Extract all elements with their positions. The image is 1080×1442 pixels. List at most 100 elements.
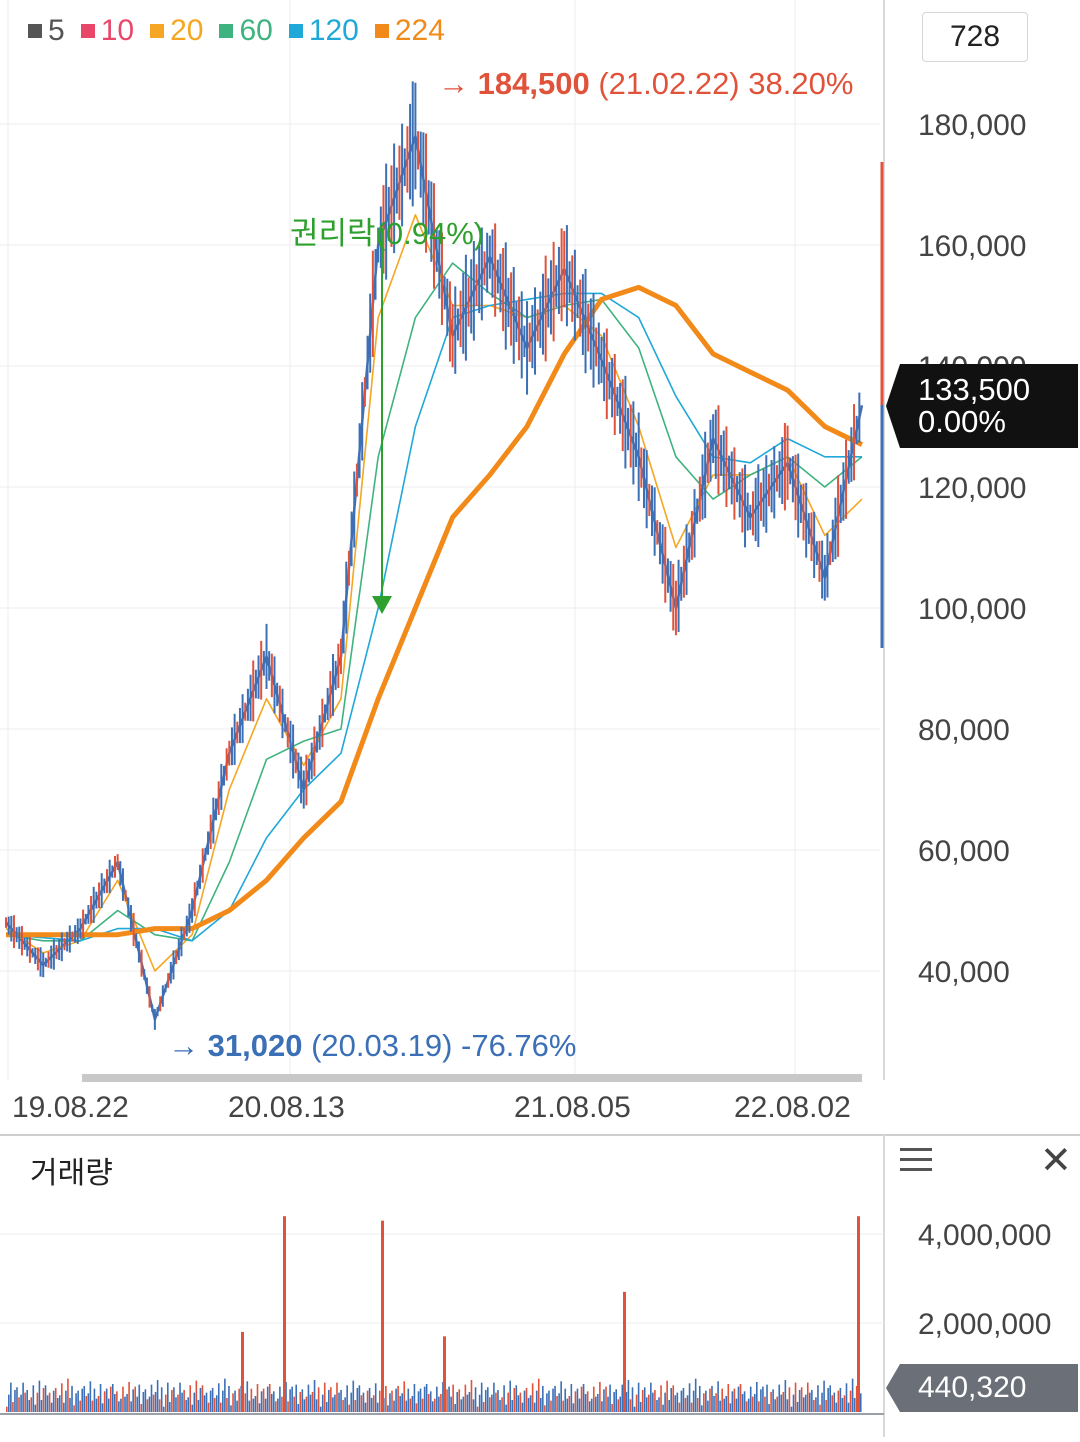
volume-bar xyxy=(260,1391,263,1412)
volume-bar xyxy=(434,1398,436,1412)
volume-bar xyxy=(788,1387,791,1412)
volume-bar xyxy=(173,1387,175,1412)
volume-bar xyxy=(38,1380,41,1412)
volume-bar xyxy=(301,1389,304,1412)
volume-bar xyxy=(378,1390,381,1412)
volume-bar xyxy=(116,1391,118,1412)
volume-bar xyxy=(544,1405,546,1412)
volume-bar xyxy=(811,1389,813,1412)
volume-bar xyxy=(751,1396,754,1412)
volume-bar xyxy=(287,1401,289,1412)
volume-bar xyxy=(344,1397,346,1412)
legend-swatch xyxy=(288,24,303,38)
volume-bar xyxy=(130,1401,132,1412)
x-tick-label: 21.08.05 xyxy=(514,1091,631,1124)
volume-bar xyxy=(815,1397,817,1412)
volume-bar xyxy=(111,1383,114,1412)
volume-bar xyxy=(118,1401,120,1412)
volume-bar xyxy=(764,1396,766,1412)
legend-ma10[interactable]: 10 xyxy=(80,14,134,48)
legend-ma224[interactable]: 224 xyxy=(374,14,445,48)
volume-bar xyxy=(700,1405,703,1412)
volume-bar xyxy=(126,1393,128,1412)
volume-bar xyxy=(65,1390,67,1412)
volume-bar xyxy=(177,1394,179,1412)
legend-ma5[interactable]: 5 xyxy=(28,14,65,48)
volume-bar xyxy=(158,1399,161,1412)
volume-bar xyxy=(527,1397,530,1412)
volume-bar xyxy=(358,1385,361,1412)
volume-bar xyxy=(124,1396,126,1412)
volume-bar xyxy=(421,1398,424,1412)
volume-bar xyxy=(480,1382,483,1412)
volume-bar xyxy=(556,1395,558,1412)
volume-bar xyxy=(134,1386,136,1412)
volume-bar xyxy=(462,1396,465,1412)
volume-bar xyxy=(346,1385,348,1412)
volume-bar xyxy=(588,1401,591,1412)
volume-bar xyxy=(89,1381,92,1412)
volume-bar xyxy=(739,1383,742,1412)
close-icon[interactable]: ✕ xyxy=(1040,1140,1072,1182)
moving-average-legend: 5 10 20 60 120 224 xyxy=(28,14,445,48)
volume-bar xyxy=(592,1386,595,1412)
volume-bar xyxy=(32,1385,35,1412)
volume-bar xyxy=(107,1398,110,1412)
legend-ma60[interactable]: 60 xyxy=(219,14,273,48)
volume-bar xyxy=(307,1384,310,1412)
y-tick-label: 80,000 xyxy=(918,714,1010,747)
volume-bar xyxy=(58,1395,61,1412)
volume-bar xyxy=(729,1403,732,1412)
volume-bar xyxy=(843,1395,846,1412)
legend-ma120[interactable]: 120 xyxy=(288,14,359,48)
volume-bar xyxy=(440,1393,442,1412)
volume-bar xyxy=(250,1388,253,1412)
volume-bar xyxy=(458,1389,461,1412)
volume-bar xyxy=(766,1384,768,1412)
volume-bar xyxy=(34,1404,37,1412)
volume-bar xyxy=(213,1397,216,1412)
volume-bar xyxy=(470,1379,473,1412)
volume-bar xyxy=(101,1403,104,1412)
volume-bar xyxy=(230,1405,232,1412)
volume-bar xyxy=(747,1398,750,1412)
volume-bar xyxy=(817,1385,819,1412)
volume-bar xyxy=(26,1389,28,1412)
volume-bar xyxy=(128,1381,130,1412)
period-count-box[interactable]: 728 xyxy=(922,12,1028,62)
volume-bar xyxy=(686,1395,689,1412)
volume-bar xyxy=(633,1406,636,1412)
volume-bar xyxy=(61,1383,63,1412)
volume-bar xyxy=(203,1395,206,1412)
volume-bar xyxy=(171,1389,173,1412)
volume-bar xyxy=(664,1392,666,1412)
volume-bar xyxy=(576,1388,579,1412)
volume-bar xyxy=(478,1394,481,1412)
volume-bar xyxy=(819,1404,821,1412)
volume-bar xyxy=(189,1385,192,1412)
volume-bar xyxy=(548,1390,550,1412)
volume-bar xyxy=(625,1391,628,1412)
volume-bar xyxy=(839,1387,842,1412)
high-annotation: → 184,500 (21.02.22) 38.20% xyxy=(438,66,853,102)
volume-bar xyxy=(731,1391,734,1412)
legend-swatch xyxy=(150,24,165,38)
volume-bar xyxy=(10,1382,12,1412)
y-tick-label: 100,000 xyxy=(918,593,1026,626)
menu-icon[interactable] xyxy=(900,1148,932,1172)
legend-swatch xyxy=(374,24,389,38)
volume-bar xyxy=(193,1392,196,1412)
volume-bar xyxy=(550,1400,552,1412)
volume-bar xyxy=(464,1384,467,1412)
high-price: 184,500 xyxy=(477,66,590,101)
volume-bar xyxy=(120,1398,122,1412)
volume-bar xyxy=(93,1388,96,1412)
volume-spike xyxy=(381,1220,384,1412)
volume-bar xyxy=(841,1397,844,1412)
volume-bar xyxy=(578,1398,581,1412)
volume-bar xyxy=(809,1392,811,1412)
legend-ma20[interactable]: 20 xyxy=(150,14,203,48)
volume-bar xyxy=(715,1393,717,1412)
volume-spike xyxy=(241,1331,244,1412)
